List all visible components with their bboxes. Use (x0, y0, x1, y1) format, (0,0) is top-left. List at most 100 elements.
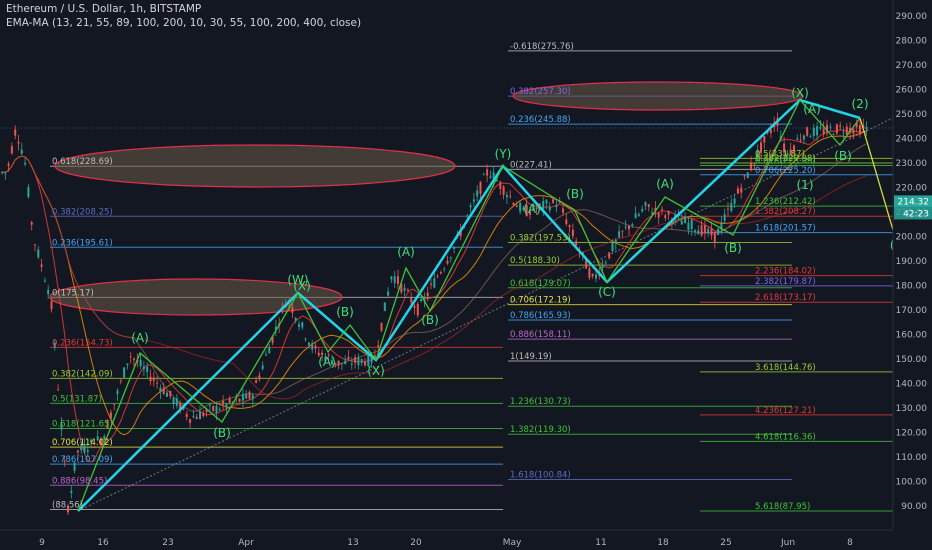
candle-body (350, 363, 353, 365)
candle-body (321, 352, 324, 355)
candle-body (162, 387, 165, 394)
fib-label: 0.236(245.88) (510, 115, 571, 125)
candle-body (390, 276, 393, 280)
time-tick-label: 11 (595, 538, 606, 548)
candle-body (832, 134, 835, 135)
fib-label: 1.236(212.42) (755, 197, 816, 207)
candle-body (845, 126, 848, 135)
resistance-zone (49, 278, 343, 316)
wave-label: (X) (791, 86, 809, 100)
candle-body (733, 198, 736, 204)
indicator-label[interactable]: EMA-MA (13, 21, 55, 89, 100, 200, 10, 30… (6, 17, 362, 29)
candle-body (859, 125, 861, 135)
fib-label: 0.236(154.73) (52, 338, 113, 348)
candle-body (380, 322, 383, 331)
candle-body (317, 352, 320, 356)
candle-body (793, 145, 795, 152)
candle-body (459, 230, 462, 237)
fib-label: 0(227.41) (510, 160, 552, 170)
time-tick-label: 25 (720, 538, 731, 548)
candle-body (588, 268, 591, 278)
candle-body (802, 135, 805, 140)
candle-body (826, 124, 828, 133)
candle-body (426, 292, 429, 296)
support-trendline (77, 117, 894, 512)
moving-average-line (1, 143, 867, 412)
candle-body (298, 324, 300, 327)
candle-body (100, 438, 102, 445)
fib-label: 0.786(165.93) (510, 311, 571, 321)
candle-body (545, 200, 548, 204)
candle-body (694, 230, 696, 233)
candle-body (106, 420, 109, 429)
candle-body (532, 204, 535, 211)
candle-body (314, 345, 317, 349)
candle-body (700, 225, 703, 236)
candle-body (697, 230, 700, 235)
fib-label: 0.236(195.61) (52, 238, 113, 248)
candle-body (604, 262, 607, 264)
candle-body (502, 186, 505, 195)
candle-body (727, 208, 729, 210)
candle-body (96, 436, 99, 441)
time-tick-label: 20 (410, 538, 422, 548)
candle-body (760, 142, 762, 153)
candle-body (492, 172, 495, 182)
candle-body (651, 212, 654, 215)
countdown-timer: 42:23 (903, 209, 929, 219)
candle-body (862, 125, 865, 129)
wave-label: (W) (287, 273, 308, 287)
candle-body (261, 365, 264, 369)
fib-label: 1.236(130.73) (510, 397, 571, 407)
candle-body (83, 444, 86, 453)
time-axis[interactable]: 9 16 23 Apr 13 20 May 11 18 25 Jun 8 (0, 529, 932, 550)
candle-body (611, 242, 614, 252)
candle-body (311, 343, 314, 350)
candle-body (324, 356, 327, 361)
fib-label: 1.382(119.30) (510, 425, 571, 435)
fib-label: 0.618(179.07) (510, 279, 571, 289)
candle-body (512, 202, 515, 206)
candle-body (819, 127, 822, 129)
candle-body (538, 203, 541, 205)
candle-body (591, 273, 594, 277)
candle-body (631, 223, 634, 226)
candle-body (344, 360, 347, 364)
moving-average-layer (1, 129, 867, 463)
candle-body (383, 302, 386, 312)
candle-body (10, 146, 13, 154)
candle-body (119, 380, 122, 382)
time-tick-label: 8 (847, 538, 853, 548)
candle-body (842, 132, 845, 134)
candle-body (571, 229, 574, 237)
current-price-badge (894, 195, 932, 208)
fib-label: 0.886(98.45) (52, 476, 107, 486)
candle-body (142, 366, 145, 370)
candle-body (499, 181, 502, 189)
candle-body (179, 402, 182, 411)
price-tick-label: 270.00 (896, 61, 928, 71)
candle-body (265, 354, 267, 356)
fib-label: 0.618(228.98) (755, 156, 816, 166)
time-tick-label: 9 (39, 538, 45, 548)
candle-body (34, 244, 36, 246)
wave-label: (A) (803, 102, 821, 116)
candle-body (466, 215, 469, 217)
candle-body (525, 205, 528, 217)
fib-label: 0.706(114.02) (52, 438, 113, 448)
candle-body (185, 413, 188, 417)
candle-body (647, 204, 650, 208)
fib-label: 4.618(116.36) (755, 432, 816, 442)
price-axis[interactable]: 290.00 280.00 270.00 260.00 250.00 240.00 230.… (892, 0, 932, 550)
candle-body (740, 187, 743, 193)
price-tick-label: 220.00 (896, 184, 928, 194)
price-tick-label: 290.00 (896, 12, 928, 22)
candle-body (24, 162, 27, 165)
candle-body (331, 360, 333, 365)
candle-body (684, 217, 687, 224)
time-tick-label: 16 (97, 538, 109, 548)
moving-average-line (1, 131, 867, 436)
price-tick-label: 150.00 (896, 355, 928, 365)
candle-body (449, 257, 452, 259)
